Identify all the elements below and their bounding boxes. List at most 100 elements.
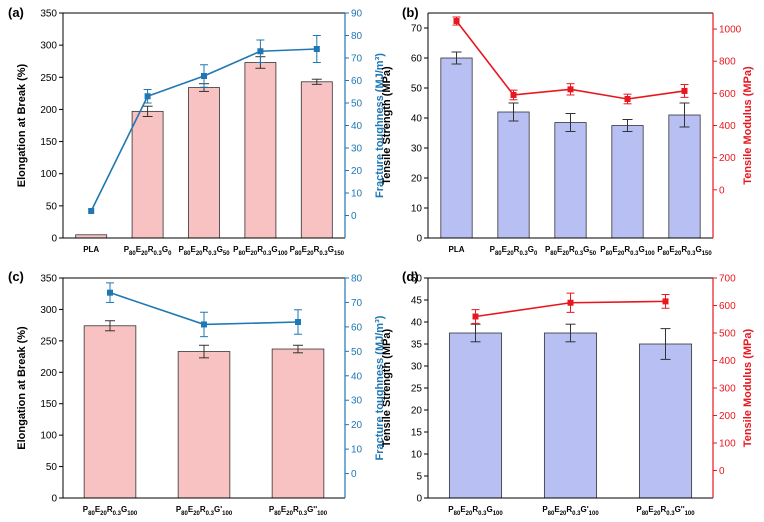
x-tick-label: P80E20R0.3G100 [448, 505, 503, 517]
tick-label-right: 600 [719, 89, 736, 100]
tick-label-right: 50 [351, 99, 363, 110]
x-tick-label: P80E20R0.3G0 [124, 245, 172, 257]
tick-label-right: 200 [719, 153, 736, 164]
line-point [510, 91, 517, 98]
bar [300, 81, 333, 239]
tick-label-left: 50 [411, 84, 423, 95]
tick-label-left: 0 [51, 494, 57, 505]
line-point [201, 73, 207, 79]
panel-b: (b) 0 10 20 30 40 50 60 70 0 200 400 600 800 1000 Tensi… [381, 5, 754, 257]
bar [244, 62, 277, 239]
tick-label-left: 30 [411, 144, 423, 155]
y-axis-label-left: Tensile Strength (MPa) [381, 66, 393, 185]
tick-label-right: 0 [719, 466, 725, 477]
tick-label-right: 400 [719, 356, 736, 367]
line-point [472, 313, 479, 320]
tick-label-right: 40 [351, 371, 363, 382]
bar [440, 57, 473, 239]
line-point [313, 46, 320, 52]
tick-label-left: 250 [40, 73, 57, 84]
tick-label-left: 50 [411, 274, 423, 285]
line-point [662, 298, 669, 305]
x-tick-label: PLA [449, 245, 465, 254]
tick-label-left: 20 [411, 174, 423, 185]
bar [271, 348, 325, 499]
tick-label-left: 60 [411, 54, 423, 65]
tick-label-right: 100 [719, 439, 736, 450]
tick-label-right: 40 [351, 121, 363, 132]
line-point [257, 48, 264, 55]
tick-label-right: 80 [351, 31, 363, 42]
bar [543, 332, 598, 499]
tick-label-left: 350 [40, 274, 57, 285]
tick-label-left: 35 [411, 340, 423, 351]
tick-label-left: 40 [411, 114, 423, 125]
line-point [567, 299, 574, 306]
tick-label-right: 0 [351, 211, 357, 222]
x-tick-label: P80E20R0.3G'100 [542, 505, 599, 517]
x-tick-label: P80E20R0.3G50 [178, 245, 230, 257]
tick-label-right: 400 [719, 121, 736, 132]
line-point [88, 208, 95, 214]
x-tick-label: P80E20R0.3G100 [83, 505, 138, 517]
bar [188, 87, 220, 239]
bar [554, 122, 587, 239]
x-tick-label: P80E20R0.3G'100 [176, 505, 233, 517]
tick-label-left: 70 [411, 24, 423, 35]
bar [177, 351, 231, 499]
tick-label-left: 10 [411, 204, 423, 215]
tick-label-right: 10 [351, 445, 363, 456]
tick-label-left: 200 [40, 368, 57, 379]
tick-label-right: 60 [351, 322, 363, 333]
panel-label: (d) [402, 269, 419, 284]
bar [638, 343, 693, 499]
tick-label-left: 0 [51, 234, 57, 245]
tick-label-right: 200 [719, 411, 736, 422]
tick-label-right: 30 [351, 396, 363, 407]
line-point [201, 321, 207, 328]
tick-label-left: 100 [40, 169, 57, 180]
y-axis-label-right: Tensile Modulus (MPa) [742, 328, 754, 447]
tick-label-right: 300 [719, 384, 736, 395]
panel-label: (a) [8, 5, 24, 20]
x-tick-label: P80E20R0.3G''100 [636, 505, 695, 517]
x-tick-label: P80E20R0.3G150 [657, 245, 712, 257]
line-point [681, 87, 688, 94]
tick-label-right: 20 [351, 420, 363, 431]
tick-label-left: 200 [40, 105, 57, 116]
line-point [567, 86, 574, 93]
tick-label-left: 50 [46, 201, 58, 212]
bar [497, 111, 530, 239]
tick-label-left: 150 [40, 399, 57, 410]
y-axis-label-left: Tensile Strength (MPa) [381, 328, 393, 447]
tick-label-left: 350 [40, 9, 57, 20]
tick-label-right: 80 [351, 274, 363, 285]
tick-label-left: 15 [411, 428, 423, 439]
panel-c: (c) 0 50 100 150 200 250 300 350 0 10 20 30 40 50 60 70 8… [8, 269, 386, 517]
x-tick-label: PLA [83, 245, 99, 254]
panel-a: (a) 0 50 100 150 200 250 300 350 0 10 20 30 40 50 60 70 8… [8, 5, 386, 257]
tick-label-left: 0 [416, 234, 422, 245]
x-tick-label: P80E20R0.3G50 [545, 245, 597, 257]
tick-label-right: 600 [719, 301, 736, 312]
tick-label-right: 0 [719, 185, 725, 196]
y-axis-label-right: Fracture toughness (MJ/m³) [374, 53, 386, 198]
tick-label-right: 30 [351, 144, 363, 155]
line-point [453, 18, 460, 25]
tick-label-left: 250 [40, 336, 57, 347]
y-axis-label-left: Elongation at Break (%) [16, 63, 28, 187]
tick-label-right: 60 [351, 76, 363, 87]
tick-label-right: 0 [351, 469, 357, 480]
tick-label-left: 5 [416, 472, 422, 483]
tick-label-right: 700 [719, 274, 736, 285]
tick-label-right: 70 [351, 298, 363, 309]
panel-d: (d)0510152025303540455001002003004005006… [381, 269, 754, 517]
tick-label-left: 300 [40, 41, 57, 52]
bar [448, 332, 503, 499]
tick-label-left: 300 [40, 305, 57, 316]
x-tick-label: P80E20R0.3G''100 [269, 505, 328, 517]
x-tick-label: P80E20R0.3G100 [233, 245, 288, 257]
tick-label-right: 90 [351, 9, 363, 20]
x-tick-label: P80E20R0.3G0 [490, 245, 538, 257]
